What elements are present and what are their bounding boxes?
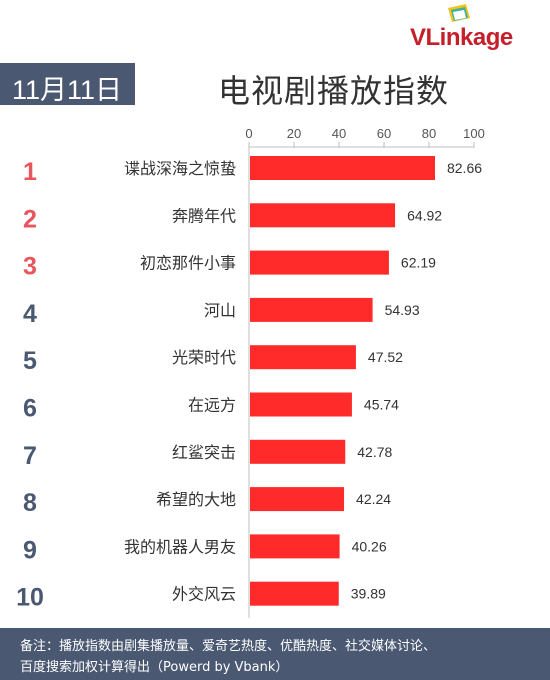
bar-chart: 0 20 40 60 80 100 1 谍战深海之惊蛰 82.66 2 奔腾年代 64.92 3 初恋那件…: [16, 126, 485, 618]
date-label: 11月11日: [12, 75, 123, 105]
bar: [250, 487, 345, 512]
value-label: 45.74: [364, 397, 399, 413]
x-tick-label: 100: [463, 126, 485, 141]
rank-number: 10: [16, 584, 44, 612]
category-label: 谍战深海之惊蛰: [124, 159, 236, 178]
value-label: 39.89: [351, 586, 386, 602]
bar: [250, 297, 373, 322]
rank-number: 9: [23, 536, 37, 564]
value-label: 62.19: [401, 255, 436, 271]
logo-text: VLinkage: [410, 24, 513, 51]
category-label: 奔腾年代: [172, 206, 236, 225]
category-label: 河山: [204, 301, 236, 320]
rank-number: 4: [23, 300, 37, 328]
bar: [250, 439, 346, 464]
category-label: 初恋那件小事: [140, 254, 236, 273]
chart-title: 电视剧播放指数: [218, 72, 450, 110]
category-label: 外交风云: [172, 585, 236, 604]
bar: [250, 250, 389, 275]
bar: [250, 156, 435, 180]
bar: [250, 345, 356, 370]
category-label: 光荣时代: [172, 348, 236, 367]
logo-mark-icon: [448, 4, 470, 22]
rank-number: 2: [23, 205, 37, 233]
rank-number: 5: [23, 347, 37, 375]
value-label: 42.78: [357, 444, 392, 460]
bar: [250, 203, 396, 228]
category-label: 红鲨突击: [172, 443, 236, 462]
x-tick-label: 0: [245, 126, 252, 141]
bar: [250, 534, 340, 559]
rank-number: 8: [23, 489, 37, 517]
footer-note-line-1: 备注：播放指数由剧集播放量、爱奇艺热度、优酷热度、社交媒体讨论、: [20, 639, 437, 654]
bar: [250, 581, 339, 606]
value-label: 54.93: [385, 302, 420, 318]
rank-number: 3: [23, 253, 37, 281]
x-tick-label: 80: [422, 126, 436, 141]
x-tick-label: 60: [377, 126, 391, 141]
rank-number: 6: [23, 395, 37, 423]
rank-number: 1: [23, 158, 37, 186]
x-tick-label: 40: [332, 126, 346, 141]
bar: [250, 392, 352, 417]
rank-number: 7: [23, 442, 37, 470]
category-label: 在远方: [188, 396, 236, 415]
value-label: 42.24: [356, 491, 391, 507]
footer-note: 备注：播放指数由剧集播放量、爱奇艺热度、优酷热度、社交媒体讨论、 百度搜索加权计…: [0, 628, 550, 680]
value-label: 82.66: [447, 160, 482, 176]
value-label: 64.92: [407, 207, 442, 223]
category-label: 我的机器人男友: [124, 537, 236, 556]
x-tick-label: 20: [287, 126, 301, 141]
date-badge: 11月11日: [0, 63, 135, 105]
value-label: 40.26: [352, 538, 387, 554]
footer-note-line-2: 百度搜索加权计算得出（Powerd by Vbank）: [20, 660, 289, 675]
category-label: 希望的大地: [156, 490, 236, 509]
vlinkage-logo: VLinkage: [404, 4, 544, 52]
value-label: 47.52: [368, 349, 403, 365]
